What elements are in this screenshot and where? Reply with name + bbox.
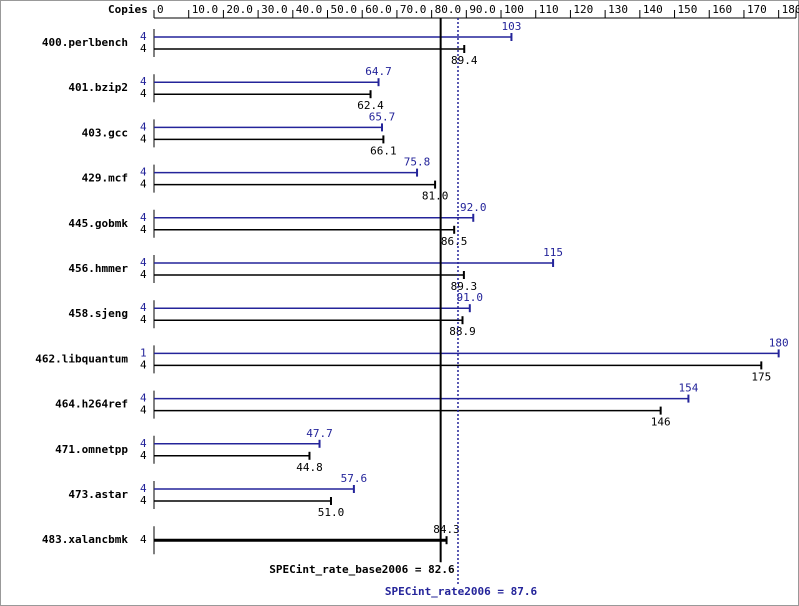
x-tick-label: 40.0	[296, 3, 323, 16]
value-label: 64.7	[365, 65, 392, 78]
copies-label: 4	[140, 313, 147, 326]
x-tick-label: 60.0	[365, 3, 392, 16]
copies-label: 4	[140, 132, 147, 145]
category-label: 471.omnetpp	[55, 443, 128, 456]
value-label: 66.1	[370, 144, 397, 157]
value-label: 65.7	[369, 110, 396, 123]
value-label: 89.4	[451, 54, 478, 67]
category-label: 445.gobmk	[68, 217, 128, 230]
value-label: 154	[678, 382, 698, 395]
value-label: 84.3	[433, 523, 460, 536]
x-tick-label: 160	[712, 3, 732, 16]
copies-label: 4	[140, 358, 147, 371]
x-tick-label: 50.0	[331, 3, 358, 16]
x-tick-label: 180	[782, 3, 799, 16]
category-label: 473.astar	[68, 488, 128, 501]
value-label: 62.4	[357, 99, 384, 112]
copies-label: 4	[140, 449, 147, 462]
category-label: 400.perlbench	[42, 36, 128, 49]
reference-label: SPECint_rate2006 = 87.6	[385, 585, 538, 598]
value-label: 57.6	[341, 472, 368, 485]
copies-label: 4	[140, 437, 147, 450]
value-label: 47.7	[306, 427, 333, 440]
x-tick-label: 30.0	[261, 3, 288, 16]
x-tick-label: 140	[643, 3, 663, 16]
copies-label: 4	[140, 211, 147, 224]
category-label: 403.gcc	[82, 126, 128, 139]
copies-label: 4	[140, 178, 147, 191]
copies-label: 4	[140, 268, 147, 281]
category-label: 458.sjeng	[68, 307, 128, 320]
value-label: 180	[769, 336, 789, 349]
x-tick-label: 90.0	[469, 3, 496, 16]
value-label: 86.5	[441, 235, 468, 248]
x-tick-label: 80.0	[435, 3, 462, 16]
copies-label: 4	[140, 533, 147, 546]
value-label: 146	[651, 416, 671, 429]
copies-label: 4	[140, 75, 147, 88]
copies-label: 4	[140, 42, 147, 55]
value-label: 81.0	[422, 190, 449, 203]
copies-label: 4	[140, 166, 147, 179]
value-label: 91.0	[457, 291, 484, 304]
copies-label: 4	[140, 256, 147, 269]
x-tick-label: 170	[747, 3, 767, 16]
category-label: 483.xalancbmk	[42, 533, 128, 546]
copies-label: 4	[140, 392, 147, 405]
x-tick-label: 10.0	[192, 3, 219, 16]
x-tick-label: 120	[573, 3, 593, 16]
category-label: 462.libquantum	[35, 352, 128, 365]
value-label: 175	[751, 370, 771, 383]
reference-label: SPECint_rate_base2006 = 82.6	[269, 563, 455, 576]
value-label: 44.8	[296, 461, 323, 474]
x-tick-label: 110	[539, 3, 559, 16]
x-tick-label: 20.0	[226, 3, 253, 16]
copies-label: 4	[140, 404, 147, 417]
x-tick-label: 100	[504, 3, 524, 16]
category-label: 429.mcf	[82, 172, 128, 185]
copies-label: 4	[140, 87, 147, 100]
copies-header: Copies	[108, 3, 148, 16]
copies-label: 1	[140, 346, 147, 359]
value-label: 88.9	[449, 325, 476, 338]
value-label: 75.8	[404, 156, 431, 169]
value-label: 51.0	[318, 506, 345, 519]
copies-label: 4	[140, 223, 147, 236]
x-tick-label: 70.0	[400, 3, 427, 16]
category-label: 456.hmmer	[68, 262, 128, 275]
x-tick-label: 130	[608, 3, 628, 16]
copies-label: 4	[140, 30, 147, 43]
value-label: 103	[502, 20, 522, 33]
copies-label: 4	[140, 301, 147, 314]
value-label: 92.0	[460, 201, 487, 214]
copies-label: 4	[140, 120, 147, 133]
x-tick-label: 150	[678, 3, 698, 16]
category-label: 464.h264ref	[55, 398, 128, 411]
copies-label: 4	[140, 482, 147, 495]
x-tick-label: 0	[157, 3, 164, 16]
category-label: 401.bzip2	[68, 81, 128, 94]
copies-label: 4	[140, 494, 147, 507]
value-label: 115	[543, 246, 563, 259]
